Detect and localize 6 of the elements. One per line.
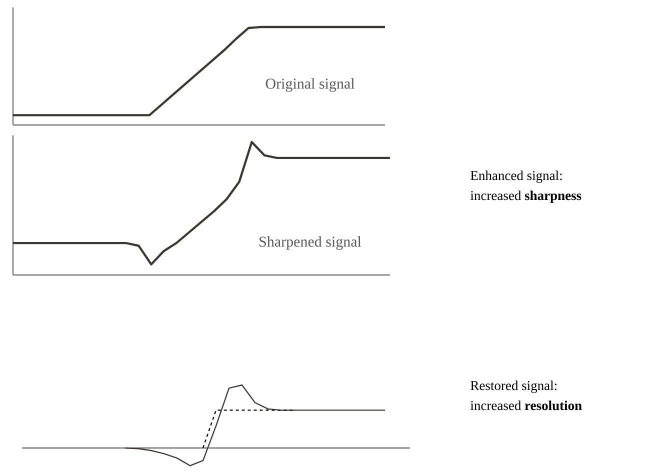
text: Sharpened signal [260, 236, 362, 250]
text: Enhanced signal: [470, 170, 562, 183]
text: increased sharpness [470, 190, 582, 203]
text: Original signal [266, 78, 355, 92]
text: Restored signal: [470, 380, 556, 393]
text: increased resolution [470, 400, 582, 410]
